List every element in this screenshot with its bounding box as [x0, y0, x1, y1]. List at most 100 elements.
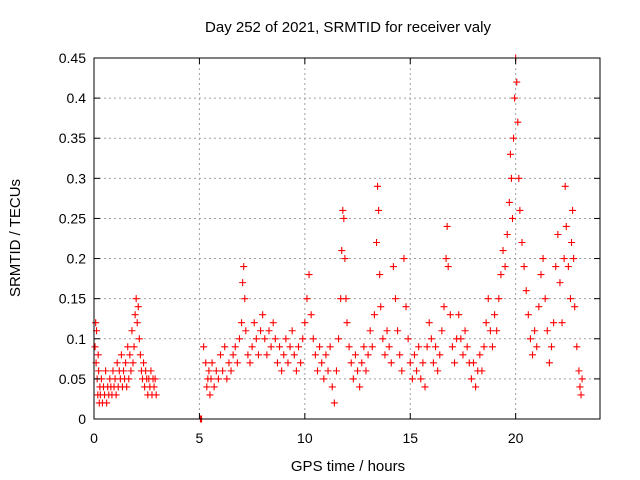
data-point	[381, 351, 389, 359]
data-point	[376, 271, 384, 279]
data-point	[205, 367, 213, 375]
data-point	[505, 198, 513, 206]
y-tick-label: 0.05	[59, 371, 86, 387]
data-point	[328, 383, 336, 391]
data-point	[122, 359, 130, 367]
data-point	[113, 359, 121, 367]
data-point	[375, 206, 383, 214]
data-point	[305, 271, 313, 279]
data-point	[318, 359, 326, 367]
data-point	[576, 383, 584, 391]
data-point	[250, 319, 258, 327]
data-point	[140, 359, 148, 367]
data-point	[152, 391, 160, 399]
data-point	[396, 351, 404, 359]
data-point	[225, 359, 233, 367]
data-point	[341, 255, 349, 263]
data-point	[391, 295, 399, 303]
data-point	[377, 303, 385, 311]
data-point	[295, 343, 303, 351]
data-point	[427, 335, 435, 343]
data-point	[533, 343, 541, 351]
data-point	[335, 335, 343, 343]
data-point	[292, 367, 300, 375]
data-point	[374, 182, 382, 190]
data-point	[242, 327, 250, 335]
data-point	[419, 359, 427, 367]
data-point	[535, 303, 543, 311]
data-point	[332, 367, 340, 375]
data-point	[322, 351, 330, 359]
data-point	[444, 263, 452, 271]
data-point	[248, 343, 256, 351]
data-point	[276, 343, 284, 351]
data-point	[520, 263, 528, 271]
data-point	[459, 351, 467, 359]
data-point	[436, 351, 444, 359]
data-point	[290, 351, 298, 359]
y-tick-label: 0.1	[67, 331, 87, 347]
data-point	[366, 327, 374, 335]
data-point	[263, 351, 271, 359]
data-point	[102, 367, 110, 375]
data-point	[442, 255, 450, 263]
data-point	[578, 375, 586, 383]
data-point	[402, 303, 410, 311]
data-point	[340, 214, 348, 222]
data-point	[233, 359, 241, 367]
data-point	[526, 335, 534, 343]
data-point	[455, 311, 463, 319]
data-point	[210, 383, 218, 391]
data-point	[227, 367, 235, 375]
data-point	[438, 327, 446, 335]
data-point	[131, 311, 139, 319]
y-tick-label: 0.3	[67, 170, 87, 186]
data-point	[577, 391, 585, 399]
y-tick-labels: 0 0.05 0.1 0.15 0.2 0.25 0.3 0.35 0.4 0.45	[59, 50, 86, 427]
data-point	[408, 375, 416, 383]
data-point	[434, 367, 442, 375]
data-point	[476, 351, 484, 359]
data-point	[503, 230, 511, 238]
data-point	[203, 383, 211, 391]
data-point	[208, 359, 216, 367]
data-point	[347, 359, 355, 367]
data-point	[385, 343, 393, 351]
data-point	[400, 255, 408, 263]
data-point	[343, 319, 351, 327]
x-tick-label: 10	[297, 430, 313, 446]
data-point	[440, 303, 448, 311]
data-point	[130, 343, 138, 351]
data-point	[478, 367, 486, 375]
data-point	[568, 239, 576, 247]
data-point	[309, 335, 317, 343]
data-point	[136, 351, 144, 359]
data-point	[299, 335, 307, 343]
x-axis-label: GPS time / hours	[291, 458, 405, 475]
data-point	[387, 359, 395, 367]
data-point	[150, 383, 158, 391]
data-point	[514, 118, 522, 126]
data-point	[257, 327, 265, 335]
data-point	[125, 375, 133, 383]
data-point	[421, 383, 429, 391]
data-point	[358, 359, 366, 367]
data-point	[497, 271, 505, 279]
data-point	[488, 343, 496, 351]
data-point	[92, 319, 100, 327]
data-point	[472, 383, 480, 391]
data-point	[324, 367, 332, 375]
data-point	[326, 343, 334, 351]
y-tick-label: 0.15	[59, 291, 86, 307]
data-point	[284, 359, 292, 367]
data-point	[394, 327, 402, 335]
data-point	[541, 295, 549, 303]
data-point	[573, 343, 581, 351]
data-point	[516, 206, 524, 214]
data-point	[443, 222, 451, 230]
data-point	[510, 134, 518, 142]
data-point	[241, 295, 249, 303]
data-point	[94, 351, 102, 359]
data-point	[448, 343, 456, 351]
